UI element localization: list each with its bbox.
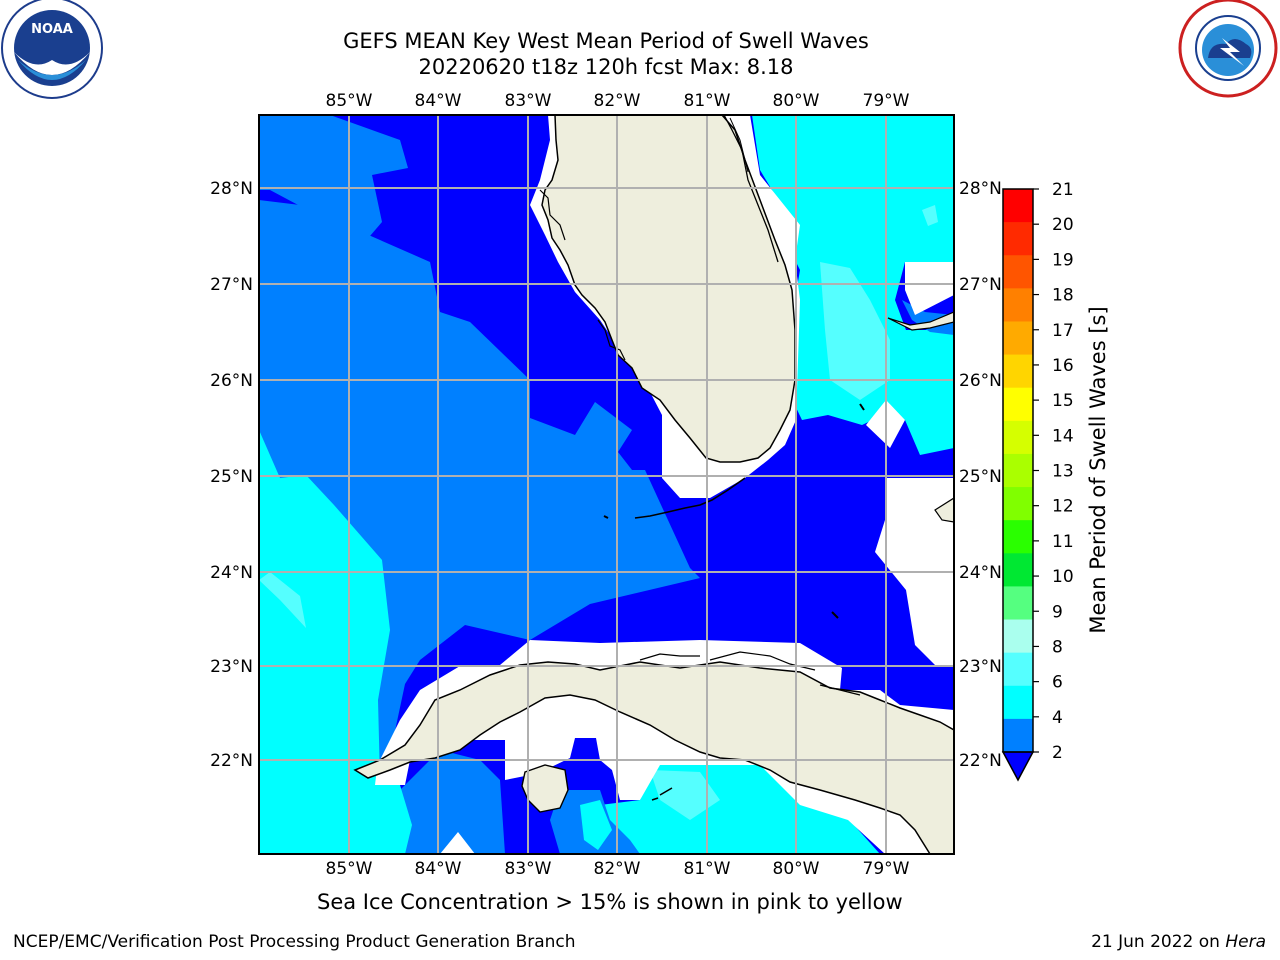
colorbar-tick-label: 8 (1052, 637, 1063, 657)
footer-host: Hera (1225, 932, 1266, 952)
lat-labels-left: 28°N 27°N 26°N 25°N 24°N 23°N 22°N (210, 179, 253, 771)
lat-label: 27°N (210, 275, 253, 295)
lat-label: 22°N (959, 751, 1002, 771)
lon-label: 82°W (594, 859, 641, 879)
lon-label: 82°W (594, 91, 641, 111)
colorbar-swatch (1003, 453, 1033, 488)
colorbar-tick-label: 4 (1052, 708, 1063, 728)
colorbar-swatch (1003, 652, 1033, 687)
lat-label: 28°N (210, 179, 253, 199)
map-title: GEFS MEAN Key West Mean Period of Swell … (343, 29, 869, 53)
colorbar-tick-label: 16 (1052, 356, 1074, 376)
colorbar-swatch (1003, 387, 1033, 422)
lat-label: 25°N (210, 467, 253, 487)
lat-labels-right: 28°N 27°N 26°N 25°N 24°N 23°N 22°N (959, 179, 1002, 771)
colorbar-tick-label: 10 (1052, 567, 1074, 587)
colorbar-swatch (1003, 553, 1033, 587)
colorbar-swatch (1003, 288, 1033, 322)
lon-labels-bottom: 85°W 84°W 83°W 82°W 81°W 80°W 79°W (326, 859, 910, 879)
colorbar-tick-label: 17 (1052, 321, 1074, 341)
colorbar-tick-label: 19 (1052, 250, 1074, 270)
lon-label: 84°W (415, 91, 462, 111)
colorbar-tick-label: 18 (1052, 286, 1074, 306)
colorbar-swatch (1003, 718, 1033, 753)
colorbar-tick-label: 6 (1052, 673, 1063, 693)
colorbar-swatch (1003, 685, 1033, 720)
lon-labels-top: 85°W 84°W 83°W 82°W 81°W 80°W 79°W (326, 91, 910, 111)
colorbar-swatch (1003, 321, 1033, 356)
lat-label: 23°N (959, 657, 1002, 677)
lon-label: 79°W (863, 859, 910, 879)
colorbar-under-arrow (1001, 751, 1035, 782)
colorbar-tick-label: 21 (1052, 180, 1074, 200)
colorbar-tick-label: 14 (1052, 426, 1074, 446)
lon-label: 84°W (415, 859, 462, 879)
lat-label: 26°N (959, 371, 1002, 391)
map-frame (258, 114, 955, 855)
lon-label: 80°W (773, 91, 820, 111)
noaa-logo: NOAA (1, 0, 103, 99)
footer-credit: NCEP/EMC/Verification Post Processing Pr… (13, 932, 576, 952)
lat-label: 23°N (210, 657, 253, 677)
footer-date-text: 21 Jun 2022 on (1091, 932, 1226, 952)
lon-label: 85°W (326, 859, 373, 879)
lon-label: 81°W (684, 91, 731, 111)
colorbar-tick-label: 15 (1052, 391, 1074, 411)
lon-label: 79°W (863, 91, 910, 111)
nws-logo (1178, 0, 1278, 98)
colorbar-swatch (1003, 189, 1033, 223)
colorbar-tick-label: 20 (1052, 215, 1074, 235)
colorbar-swatch (1003, 222, 1033, 256)
map-subtitle: 20220620 t18z 120h fcst Max: 8.18 (418, 55, 794, 79)
colorbar-tick-label: 12 (1052, 497, 1074, 517)
colorbar-swatch (1003, 354, 1033, 389)
lat-label: 24°N (959, 563, 1002, 583)
colorbar-label: Mean Period of Swell Waves [s] (1086, 306, 1110, 633)
sea-ice-note: Sea Ice Concentration > 15% is shown in … (317, 890, 903, 914)
colorbar-swatch (1003, 420, 1033, 455)
colorbar-tick-label: 9 (1052, 602, 1063, 622)
lon-label: 85°W (326, 91, 373, 111)
lon-label: 83°W (505, 859, 552, 879)
colorbar: 21 20 19 18 17 16 15 14 13 12 11 10 9 8 6 4 2 (1001, 180, 1074, 782)
lat-label: 24°N (210, 563, 253, 583)
map-panel (259, 115, 954, 854)
svg-text:NOAA: NOAA (31, 22, 73, 37)
gridlines (259, 115, 954, 854)
colorbar-tick-label: 13 (1052, 462, 1074, 482)
lon-label: 81°W (684, 859, 731, 879)
lat-label: 28°N (959, 179, 1002, 199)
colorbar-swatch (1003, 487, 1033, 521)
colorbar-tick-label: 11 (1052, 532, 1074, 552)
lat-label: 22°N (210, 751, 253, 771)
colorbar-swatch (1003, 586, 1033, 621)
colorbar-tick-label: 2 (1052, 743, 1063, 763)
colorbar-swatch (1003, 520, 1033, 554)
lon-label: 83°W (505, 91, 552, 111)
footer-date: 21 Jun 2022 on Hera (1091, 932, 1266, 952)
colorbar-swatch (1003, 619, 1033, 654)
lat-label: 25°N (959, 467, 1002, 487)
lat-label: 27°N (959, 275, 1002, 295)
colorbar-swatch (1003, 255, 1033, 289)
lon-label: 80°W (773, 859, 820, 879)
lat-label: 26°N (210, 371, 253, 391)
